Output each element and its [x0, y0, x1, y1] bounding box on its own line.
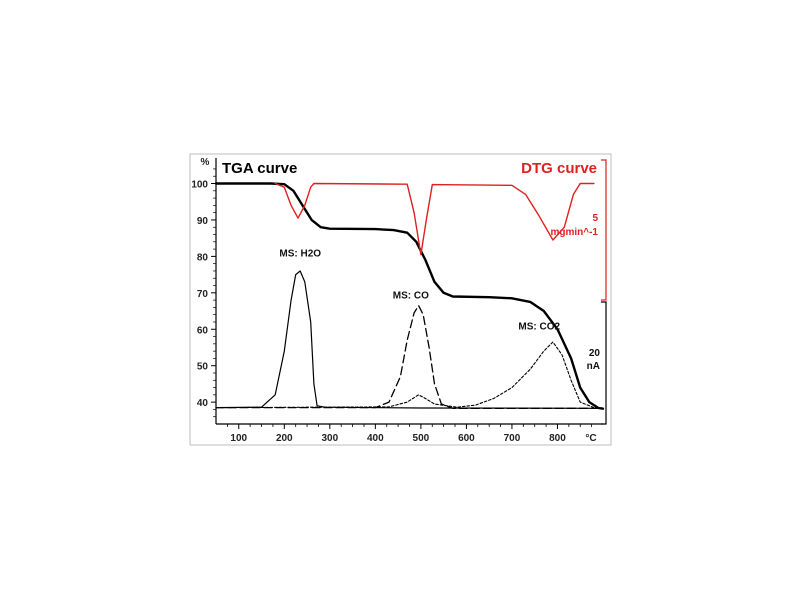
y-tick-label: 90 — [197, 216, 209, 227]
x-tick-label: 200 — [276, 433, 293, 444]
x-tick-label: 300 — [321, 433, 338, 444]
dtg-scale-bracket: 5 mgmin^-1 — [550, 159, 607, 301]
annotation-label: MS: CO2 — [518, 321, 560, 332]
y-tick-label: 100 — [191, 180, 208, 191]
series-ms-co2 — [215, 341, 604, 409]
x-axis: 100 200 300 400 500 600 700 800 °C — [216, 423, 603, 444]
x-tick-label: 800 — [549, 433, 566, 444]
ms-bracket-line — [601, 301, 607, 425]
y-tick-label: 40 — [197, 398, 209, 409]
x-tick-label: 700 — [504, 433, 521, 444]
chart-frame — [189, 153, 612, 446]
dtg-scale-value: 5 — [592, 213, 598, 224]
ms-scale-bracket: 20 nA — [587, 301, 607, 425]
annotation-layer: MS: H2O MS: CO MS: CO2 — [279, 248, 560, 332]
series-ms-co — [215, 304, 604, 409]
y-tick-label: 70 — [197, 289, 209, 300]
dtg-bracket-line — [601, 159, 607, 301]
dtg-title: DTG curve — [521, 160, 597, 177]
y-ticks: 40 50 60 70 80 90 100 — [191, 168, 216, 418]
y-tick-label: 50 — [197, 362, 209, 373]
x-tick-label: 400 — [367, 433, 384, 444]
series-layer — [214, 182, 605, 410]
y-axis: 40 50 60 70 80 90 100 % — [191, 157, 217, 424]
x-tick-label: 100 — [230, 433, 247, 444]
x-unit-label: °C — [585, 433, 596, 444]
y-tick-label: 80 — [197, 252, 209, 263]
tga-title: TGA curve — [222, 160, 297, 177]
annotation-label: MS: CO — [393, 290, 429, 301]
annotation-label: MS: H2O — [279, 248, 321, 259]
dtg-scale-unit: mgmin^-1 — [550, 227, 598, 238]
x-tick-label: 500 — [413, 433, 430, 444]
ms-scale-unit: nA — [587, 361, 600, 372]
x-ticks: 100 200 300 400 500 600 700 800 — [226, 424, 593, 444]
y-unit-label: % — [201, 157, 210, 168]
ms-scale-value: 20 — [589, 348, 601, 359]
x-tick-label: 600 — [458, 433, 475, 444]
series-dtg-curve — [274, 182, 595, 256]
y-tick-label: 60 — [197, 325, 209, 336]
